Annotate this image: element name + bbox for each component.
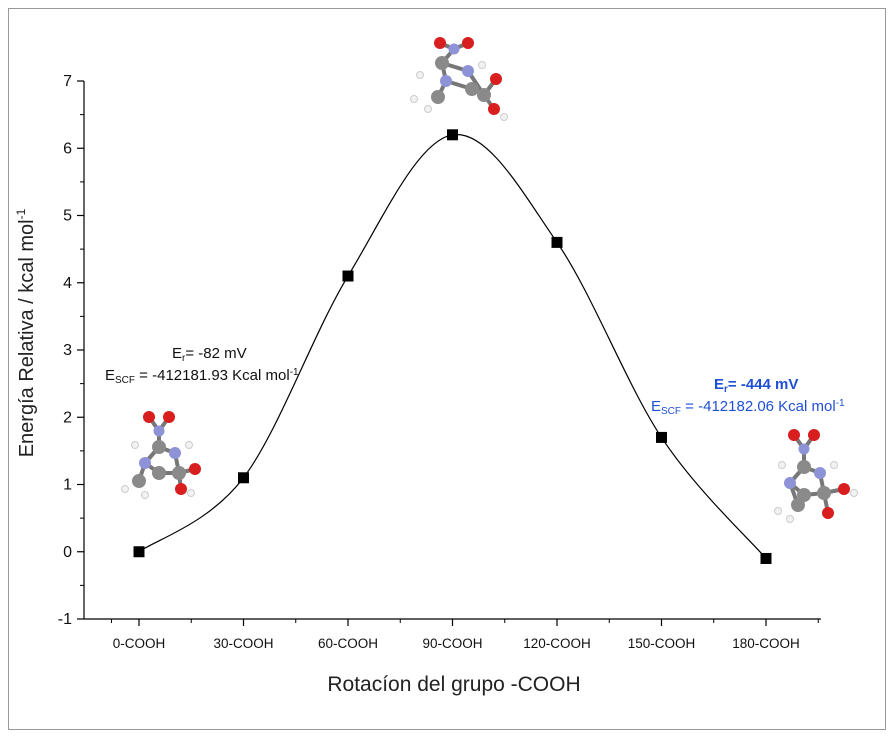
data-point-30-COOH [238,472,249,483]
x-tick-label: 180-COOH [732,636,800,651]
right-annotation-escf: ESCF = -412182.06 Kcal mol-1 [651,398,845,417]
y-tick-label: 7 [63,73,72,90]
molecule-icon [122,411,202,499]
x-tick-label: 120-COOH [523,636,591,651]
x-axis-label: Rotacíon del grupo -COOH [327,673,580,696]
data-point-60-COOH [343,271,354,282]
chart-frame: -1 0 1 2 3 4 5 6 7 0-COOH 30-COOH 60-COOH 90-COOH 12… [8,8,886,730]
y-tick-label: 1 [63,477,72,494]
molecule-icon [411,37,508,121]
molecule-icon [775,429,858,523]
y-axis-label: Energía Relativa / kcal mol-1 [14,208,38,457]
x-tick-label: 150-COOH [628,636,696,651]
right-annotation-er: Er= -444 mV [714,376,798,395]
x-tick-label: 90-COOH [422,636,482,651]
data-point-150-COOH [656,432,667,443]
data-point-0-COOH [134,546,145,557]
data-point-90-COOH [447,129,458,140]
x-ticks: 0-COOH 30-COOH 60-COOH 90-COOH 120-COOH 150-C… [112,619,819,651]
y-tick-label: 6 [63,140,72,157]
x-tick-label: 30-COOH [213,636,273,651]
y-ticks: -1 0 1 2 3 4 5 6 7 [58,73,84,628]
y-tick-label: 5 [63,208,72,225]
y-axis-label-sup: -1 [14,208,28,219]
data-point-180-COOH [761,553,772,564]
data-point-120-COOH [552,237,563,248]
y-tick-label: 2 [63,409,72,426]
y-tick-label: 4 [63,275,72,292]
x-tick-label: 0-COOH [113,636,166,651]
y-tick-label: 0 [63,544,72,561]
x-tick-label: 60-COOH [318,636,378,651]
y-tick-label: 3 [63,342,72,359]
left-annotation-escf: ESCF = -412181.93 Kcal mol-1 [105,367,299,386]
y-tick-label: -1 [58,611,72,628]
left-annotation-er: Er= -82 mV [172,345,247,364]
